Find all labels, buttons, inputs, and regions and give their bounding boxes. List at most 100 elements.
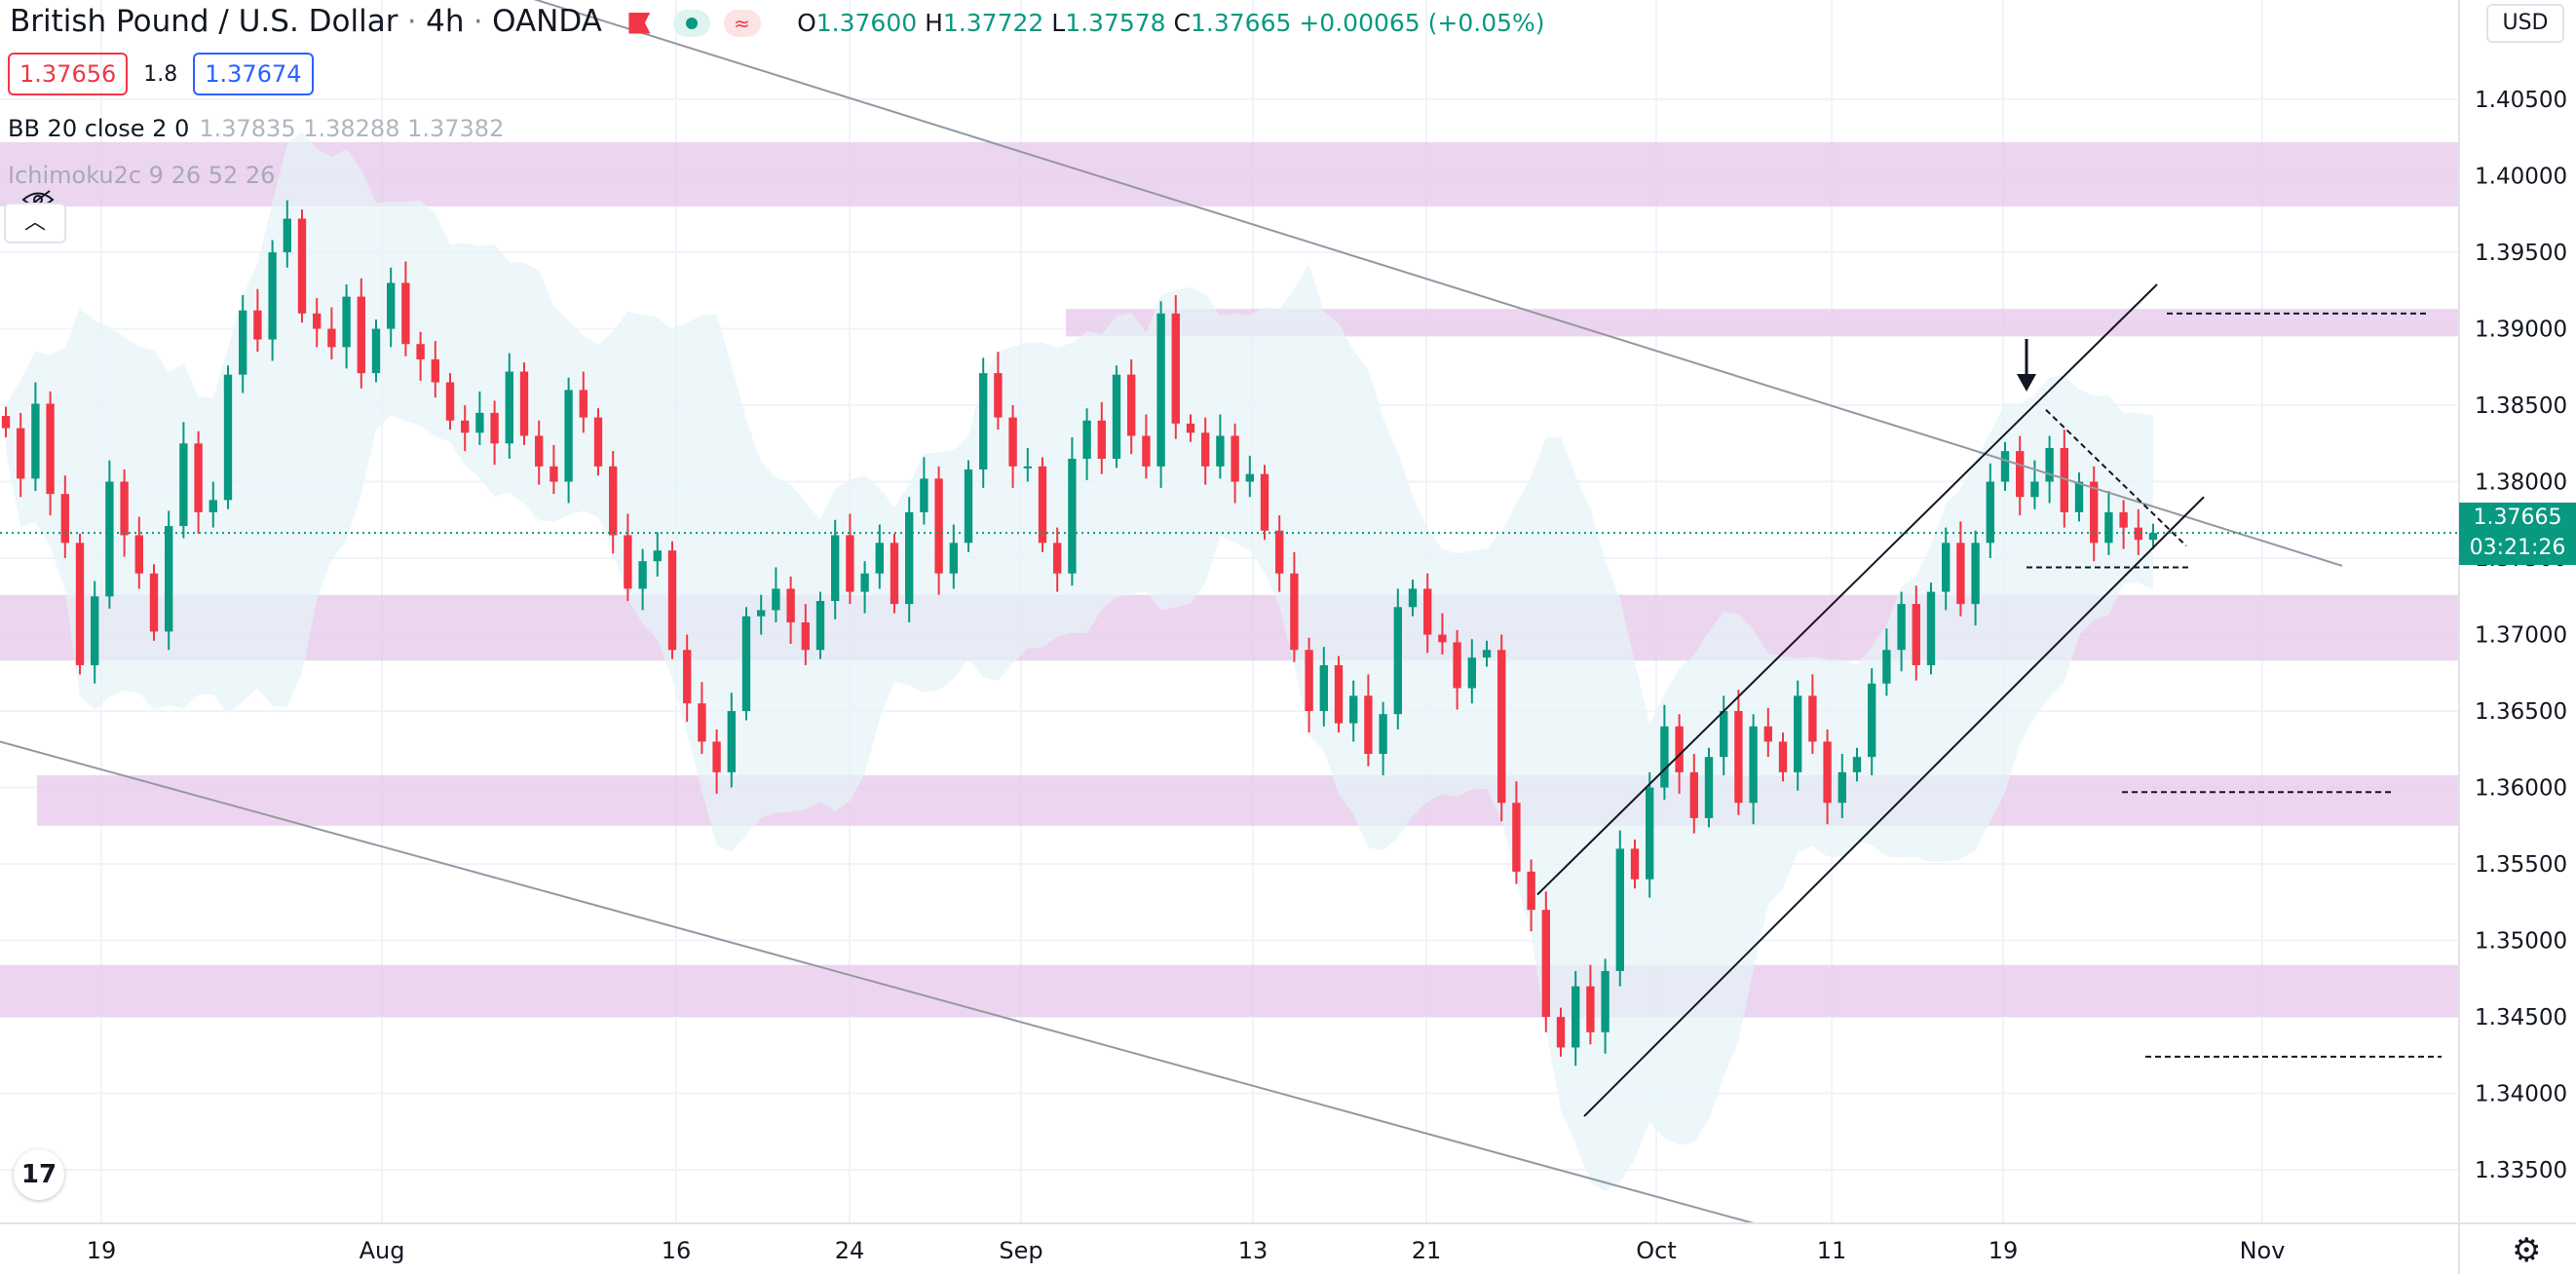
gear-icon[interactable]: ⚙ (2512, 1231, 2542, 1270)
interval-label[interactable]: 4h (426, 4, 465, 39)
candle-body (1971, 543, 1980, 605)
candle-body (2000, 451, 2010, 482)
candle-body (1720, 711, 1728, 758)
collapse-legend-button[interactable]: ︿ (4, 203, 66, 244)
candle-body (1082, 420, 1091, 459)
candle-body (1675, 726, 1684, 772)
currency-button[interactable]: USD (2486, 4, 2564, 43)
price-tick-label: 1.35000 (2475, 929, 2567, 955)
indicator-bb[interactable]: BB 20 close 2 0 1.37835 1.38288 1.37382 (8, 115, 504, 142)
price-tick-label: 1.34500 (2475, 1005, 2567, 1030)
candle-body (253, 310, 262, 340)
candle-body (1926, 591, 1936, 665)
bar-countdown: 03:21:26 (2469, 536, 2566, 560)
candle-body (91, 596, 99, 665)
down-arrow-icon[interactable] (2013, 339, 2040, 392)
candle-body (1601, 970, 1610, 1032)
candle-body (549, 466, 558, 482)
candle-body (1704, 757, 1714, 818)
legend-separator: · (474, 5, 493, 39)
candle-body (2074, 481, 2084, 512)
candle-body (860, 573, 869, 592)
candle-body (1556, 1017, 1566, 1048)
candle-body (149, 573, 159, 632)
candle-body (1156, 313, 1165, 467)
candle-body (1882, 650, 1891, 684)
candle-body (60, 494, 69, 543)
candle-body (890, 543, 899, 605)
candle-body (179, 443, 188, 527)
support-resistance-zone (0, 142, 2459, 206)
open-value: 1.37600 (815, 9, 918, 37)
downtrend-channel-lower (0, 740, 1755, 1224)
time-tick-label: 13 (1238, 1237, 1269, 1264)
candle-body (1527, 871, 1535, 911)
candle-body (2045, 448, 2054, 482)
tradingview-logo[interactable]: 17 (14, 1149, 64, 1200)
price-tick-label: 1.39000 (2475, 318, 2567, 343)
candle-body (1956, 543, 1965, 605)
price-tick-label: 1.35500 (2475, 852, 2567, 878)
symbol-title[interactable]: British Pound / U.S. Dollar (10, 4, 398, 39)
exchange-label[interactable]: OANDA (492, 4, 602, 39)
candle-body (1763, 726, 1772, 742)
candle-body (1319, 664, 1328, 712)
candle-body (445, 382, 455, 421)
candle-body (831, 535, 840, 602)
candle-body (475, 412, 484, 433)
change-value: +0.00065 (+0.05%) (1299, 9, 1545, 37)
candle-body (1216, 435, 1225, 467)
data-delay-icon[interactable]: ≈ (723, 9, 761, 37)
candle-body (1808, 695, 1817, 742)
candle-body (934, 478, 943, 574)
candle-body (2148, 533, 2158, 541)
candle-body (994, 373, 1003, 418)
open-label: O (797, 9, 816, 37)
candle-body (593, 417, 603, 467)
candle-body (1453, 642, 1461, 689)
candle-body (1201, 432, 1210, 467)
candle-body (505, 371, 513, 444)
time-tick-label: Sep (999, 1237, 1042, 1264)
candle-body (120, 481, 129, 536)
candle-body (1008, 417, 1017, 467)
sell-button[interactable]: 1.37656 (8, 53, 129, 95)
candle-body (1334, 664, 1344, 724)
market-open-icon[interactable] (672, 9, 710, 37)
high-label: H (925, 9, 943, 37)
candle-body (1231, 435, 1239, 482)
candle-body (208, 500, 217, 512)
candle-body (1646, 787, 1654, 880)
time-tick-label: Aug (360, 1237, 405, 1264)
indicator-ichimoku-name: Ichimoku2c 9 26 52 26 (8, 162, 276, 189)
candle-body (1408, 588, 1418, 608)
candle-body (564, 390, 573, 482)
buy-button[interactable]: 1.37674 (193, 53, 314, 95)
candle-body (134, 535, 143, 574)
candle-body (741, 616, 751, 712)
flag-icon[interactable] (628, 12, 651, 34)
time-tick-label: 16 (662, 1237, 692, 1264)
candle-body (2030, 481, 2039, 498)
spread-value: 1.8 (143, 61, 178, 87)
candle-body (1349, 695, 1358, 724)
candle-body (431, 358, 439, 383)
candle-body (638, 561, 647, 589)
indicator-bb-name: BB 20 close 2 0 (8, 115, 190, 142)
candle-body (1275, 530, 1284, 574)
candle-body (1615, 848, 1624, 971)
candle-body (1290, 573, 1299, 651)
candle-body (283, 218, 291, 253)
candle-body (535, 435, 544, 467)
price-tick-label: 1.34000 (2475, 1082, 2567, 1107)
candle-body (1734, 711, 1743, 804)
candle-body (268, 252, 277, 340)
candle-body (1823, 741, 1832, 804)
candle-body (105, 481, 114, 597)
candle-body (1794, 695, 1802, 772)
candle-body (801, 621, 810, 651)
candle-body (1482, 650, 1492, 658)
time-tick-label: Oct (1636, 1237, 1677, 1264)
